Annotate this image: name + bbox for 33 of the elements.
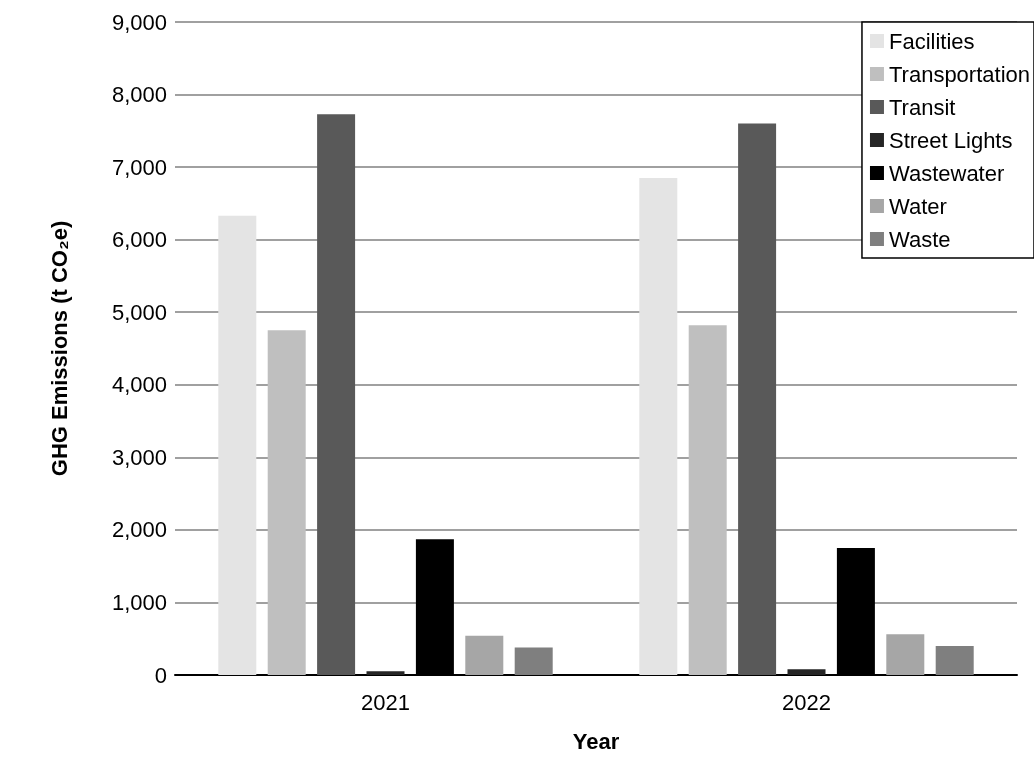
bar (787, 669, 826, 675)
y-tick-label: 6,000 (111, 227, 167, 253)
y-tick-label: 3,000 (111, 444, 167, 470)
y-tick-label: 2,000 (111, 517, 167, 543)
y-tick-label: 9,000 (111, 9, 167, 35)
legend-label: Transportation (888, 61, 1031, 87)
y-tick-label: 8,000 (111, 82, 167, 108)
y-tick-label: 7,000 (111, 154, 167, 180)
bar (465, 635, 504, 675)
bar (366, 671, 405, 675)
legend-label: Wastewater (888, 160, 1005, 186)
legend-label: Waste (888, 226, 951, 252)
x-tick-label: 2021 (361, 689, 410, 715)
legend-label: Transit (888, 94, 956, 120)
bar (688, 325, 727, 675)
bar (639, 177, 678, 675)
bar (935, 645, 974, 675)
bar (886, 634, 925, 675)
legend-label: Facilities (888, 28, 975, 54)
y-axis-title: GHG Emissions (t CO₂e) (46, 220, 72, 477)
legend-label: Water (888, 193, 947, 219)
x-tick-label: 2022 (782, 689, 831, 715)
bar (267, 330, 306, 675)
y-tick-label: 1,000 (111, 589, 167, 615)
bar (738, 123, 777, 675)
y-tick-label: 5,000 (111, 299, 167, 325)
x-axis-title: Year (572, 728, 620, 754)
legend-label: Street Lights (888, 127, 1013, 153)
bar (218, 215, 257, 675)
bar (317, 114, 356, 675)
y-tick-label: 0 (154, 662, 167, 688)
y-tick-label: 4,000 (111, 372, 167, 398)
bar (514, 647, 553, 675)
